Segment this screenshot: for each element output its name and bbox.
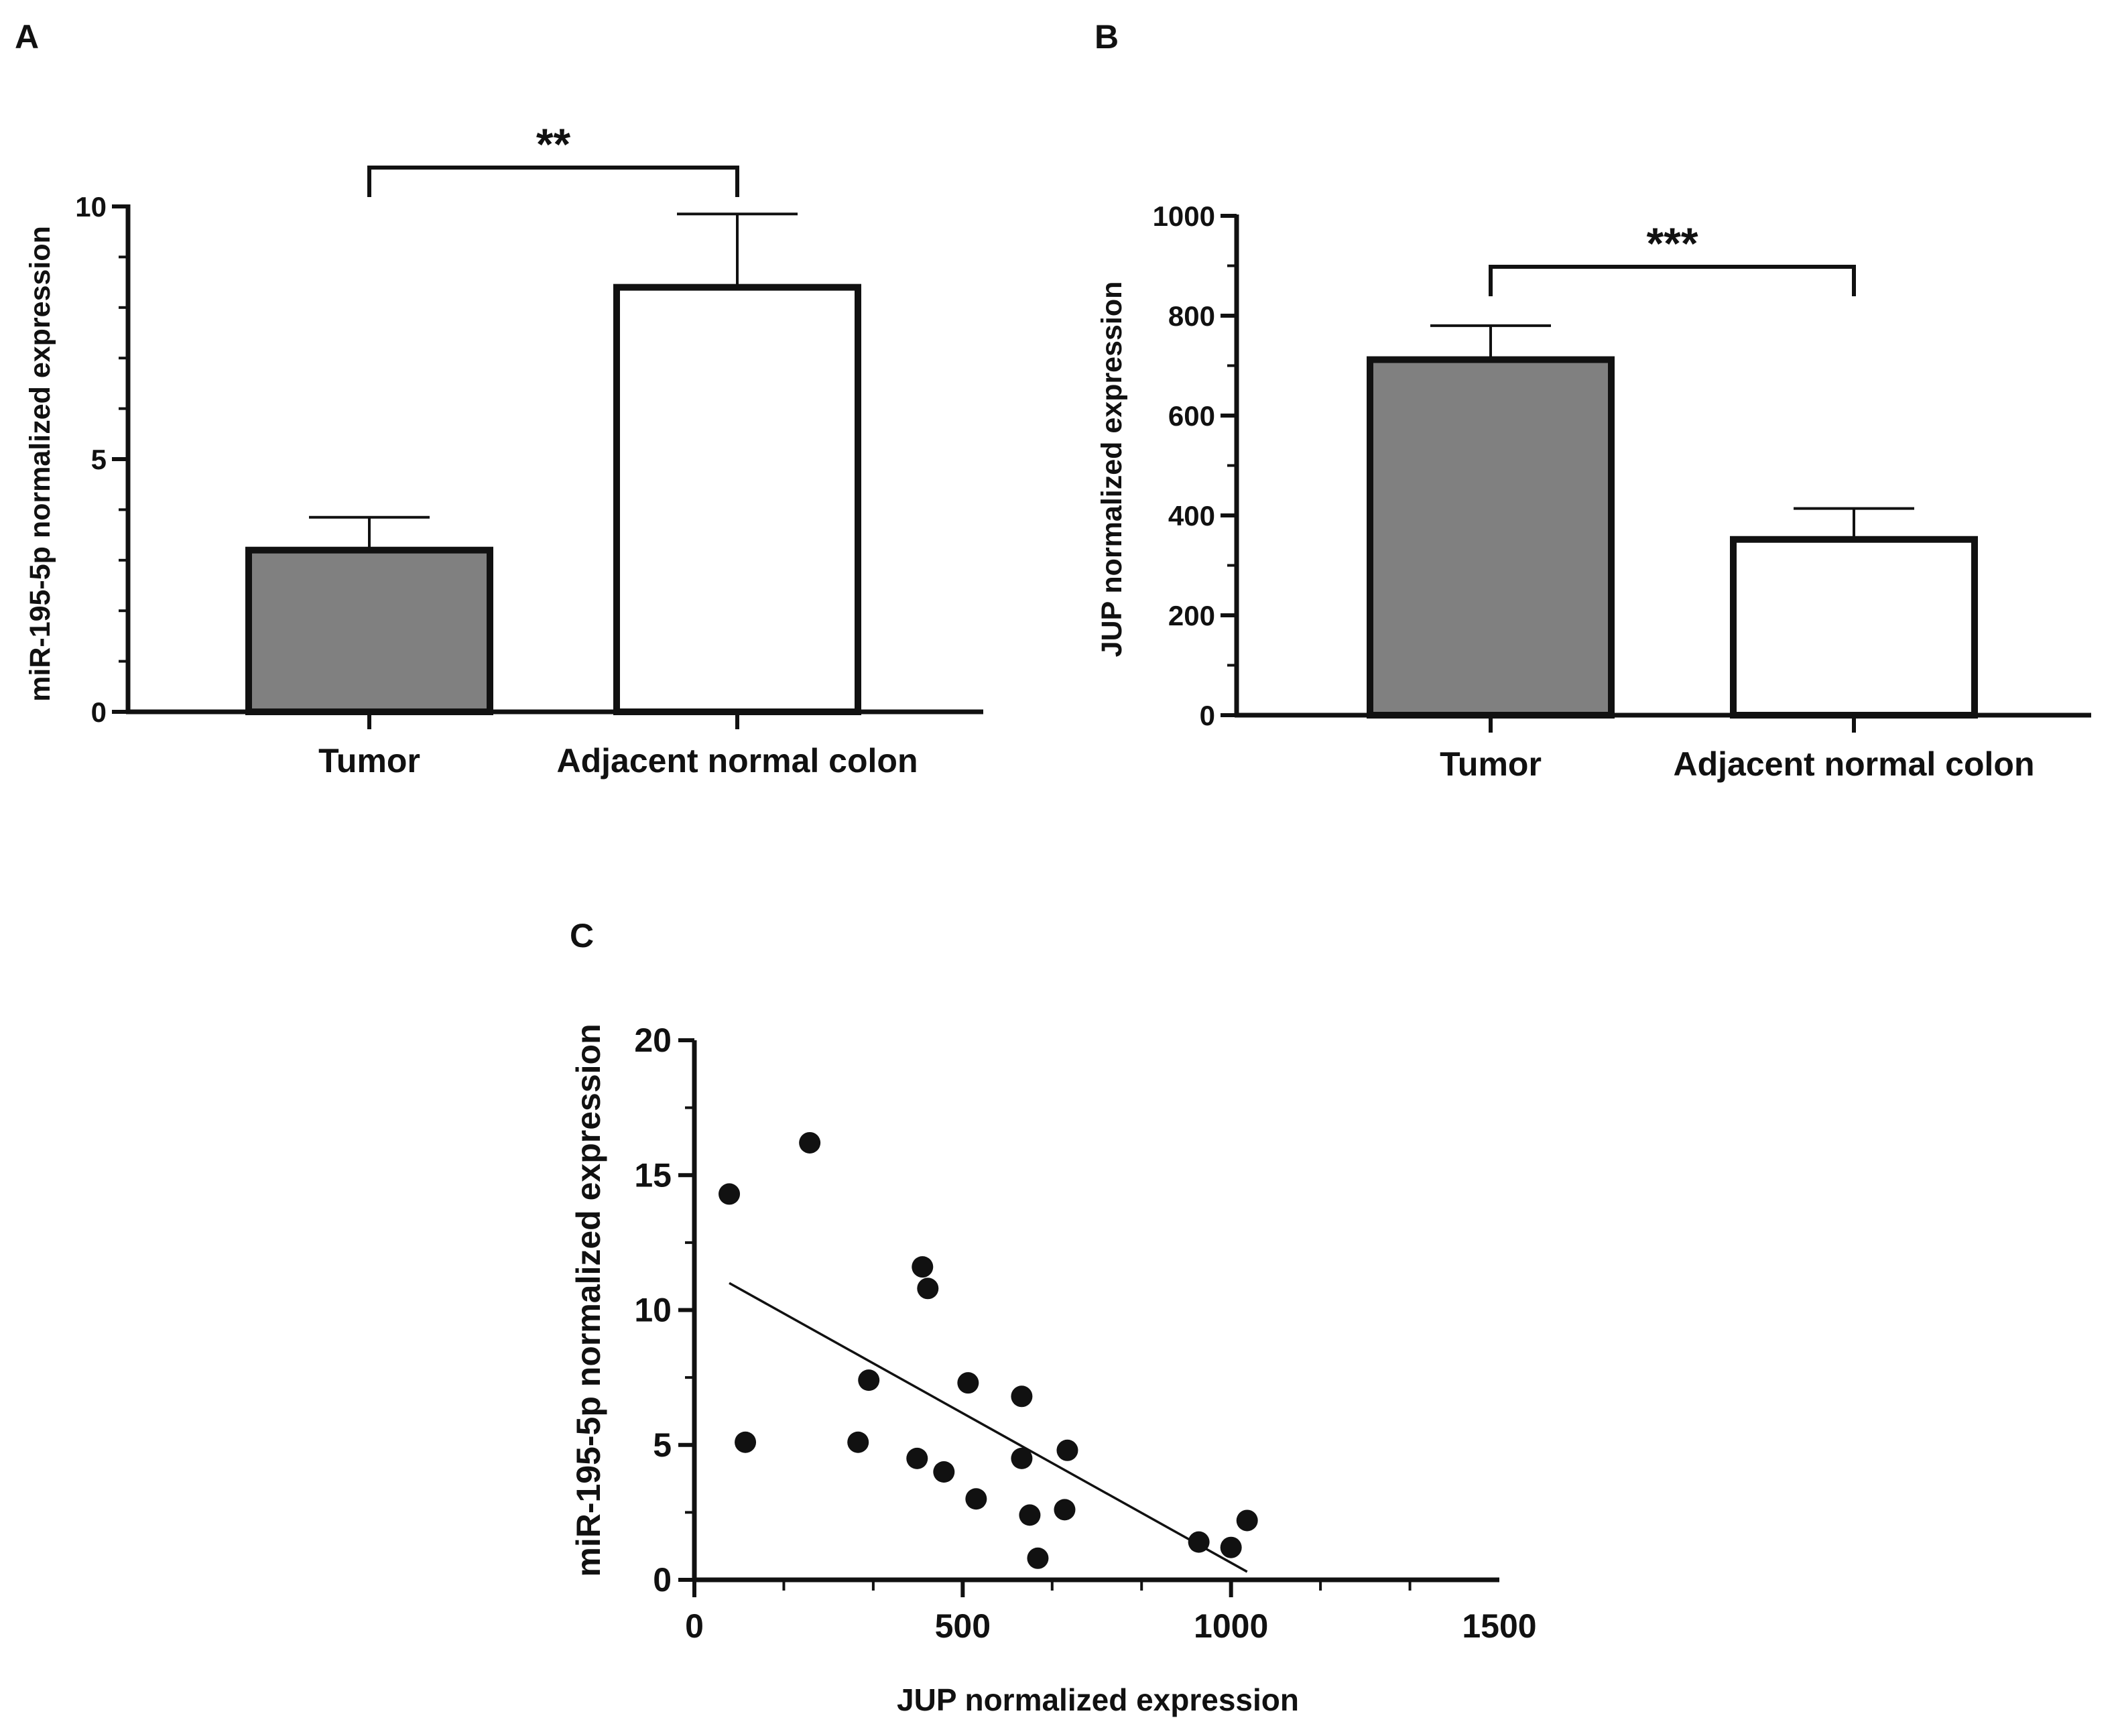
panel-a-x-tick-label: Tumor [318,742,420,780]
panel-b-y-tick-label: 200 [1168,600,1215,631]
panel-a-x-tick-label: Adjacent normal colon [557,742,918,780]
panel-c-y-tick-label: 10 [634,1292,672,1329]
panel-b-y-tick-label: 1000 [1153,200,1215,232]
panel-b-y-tick-label: 800 [1168,300,1215,332]
panel-c-label: C [570,917,594,954]
panel-b-bar-normal [1730,536,1978,719]
panel-a-y-tick-label: 10 [75,191,107,223]
panel-c-data-point [965,1488,987,1510]
panel-c-y-tick-label: 20 [634,1021,672,1059]
panel-c-y-tick-label: 15 [634,1156,672,1194]
panel-b-significance-bracket [1489,265,1856,296]
panel-c: C miR-195-5p normalized expression JUP n… [570,917,1537,1717]
panel-b-bar-tumor [1367,356,1615,719]
panel-b-label: B [1095,18,1119,56]
panel-c-y-tick-label: 5 [653,1426,672,1464]
panel-c-data-point [1056,1439,1078,1461]
panel-b-significance-stars: *** [1646,219,1698,268]
panel-b-y-axis-label: JUP normalized expression [1096,282,1128,658]
panel-c-data-point [957,1372,979,1394]
panel-b-y-tick-label: 400 [1168,500,1215,532]
panel-b-x-tick-label: Tumor [1440,745,1542,783]
panel-c-data-point [933,1461,955,1483]
panel-c-y-axis-label: miR-195-5p normalized expression [570,1024,607,1576]
panel-c-data-point [1019,1504,1041,1526]
panel-c-data-point [1027,1547,1049,1569]
panel-c-x-tick-label: 500 [935,1607,991,1645]
panel-c-data-point [719,1183,741,1205]
panel-c-data-point [799,1131,821,1154]
panel-c-data-point [847,1431,869,1453]
panel-c-x-tick-label: 1000 [1194,1607,1268,1645]
panel-c-y-tick-label: 0 [653,1561,672,1599]
panel-a-significance-stars: ** [536,119,571,169]
panel-a-y-tick-label: 5 [91,444,107,475]
panel-a-y-axis-label: miR-195-5p normalized expression [24,226,56,702]
panel-c-data-point [858,1369,880,1391]
panel-a-significance-bracket [367,166,739,197]
panel-c-data-point [735,1431,757,1453]
panel-c-x-tick-label: 0 [685,1607,704,1645]
panel-c-x-axis-label: JUP normalized expression [897,1682,1299,1717]
panel-c-regression-line [729,1282,1248,1573]
panel-b-x-tick-label: Adjacent normal colon [1674,745,2035,783]
panel-c-x-tick-label: 1500 [1462,1607,1536,1645]
panel-a-y-tick-label: 0 [91,696,107,728]
panel-c-data-point [1220,1536,1242,1558]
panel-c-data-point [917,1278,939,1300]
panel-c-data-point [1011,1447,1033,1469]
panel-a-label: A [15,18,39,56]
panel-b: B JUP normalized expression 0 200 400 600 80… [1095,18,2091,783]
panel-c-data-point [906,1447,928,1469]
panel-c-data-point [912,1256,934,1278]
panel-c-data-point [1188,1531,1210,1553]
panel-a-bar-normal [613,284,861,715]
panel-c-data-point [1236,1509,1258,1532]
panel-c-data-point [1054,1499,1076,1521]
panel-a-bar-tumor [245,546,493,715]
panel-c-data-point [1011,1385,1033,1408]
panel-b-y-tick-label: 0 [1200,700,1215,731]
panel-a: A miR-195-5p normalized expression 0510 … [15,18,983,780]
panel-b-y-tick-label: 600 [1168,400,1215,432]
